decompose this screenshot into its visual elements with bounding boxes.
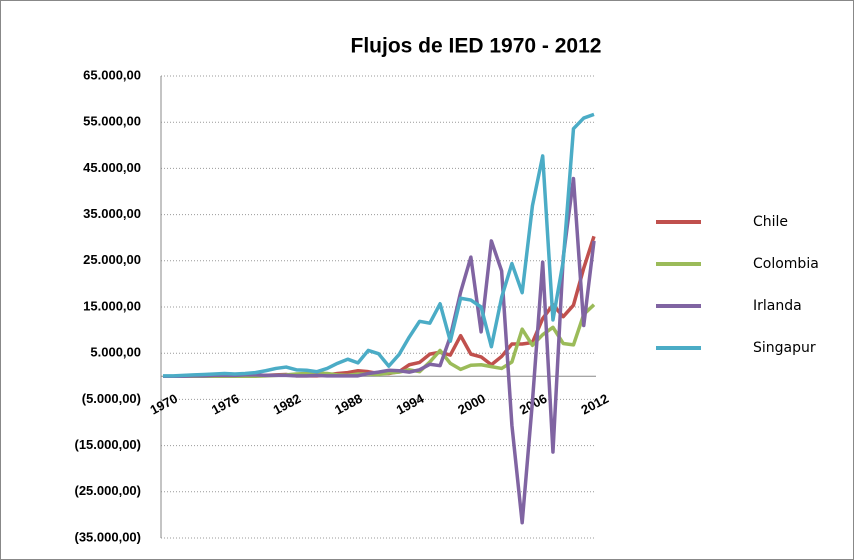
series-line: [163, 112, 595, 378]
x-tick-label: 1988: [332, 391, 365, 418]
legend-label: Chile: [753, 214, 788, 230]
y-tick-label: (15.000,00): [75, 437, 142, 452]
x-tick-label: 1982: [271, 391, 304, 418]
legend-label: Irlanda: [753, 298, 802, 314]
y-tick-label: (25.000,00): [75, 483, 142, 498]
y-tick-label: (5.000,00): [82, 391, 141, 406]
y-tick-label: 5.000,00: [90, 345, 141, 360]
legend-label: Colombia: [753, 256, 819, 272]
y-tick-label: 45.000,00: [83, 160, 141, 175]
y-tick-label: 55.000,00: [83, 114, 141, 129]
chart-title: Flujos de IED 1970 - 2012: [351, 35, 602, 58]
series-line: [163, 303, 596, 379]
legend-label: Singapur: [753, 340, 816, 356]
y-tick-label: 35.000,00: [83, 206, 141, 221]
x-tick-label: 1994: [394, 390, 427, 417]
y-tick-label: 65.000,00: [83, 67, 141, 82]
x-tick-label: 2000: [455, 391, 488, 418]
y-tick-label: 25.000,00: [83, 252, 141, 267]
y-tick-label: 15.000,00: [83, 298, 141, 313]
y-tick-label: (35.000,00): [75, 529, 142, 544]
x-tick-label: 2012: [578, 391, 611, 418]
x-tick-label: 1976: [209, 391, 242, 418]
x-tick-label: 1970: [147, 391, 180, 418]
